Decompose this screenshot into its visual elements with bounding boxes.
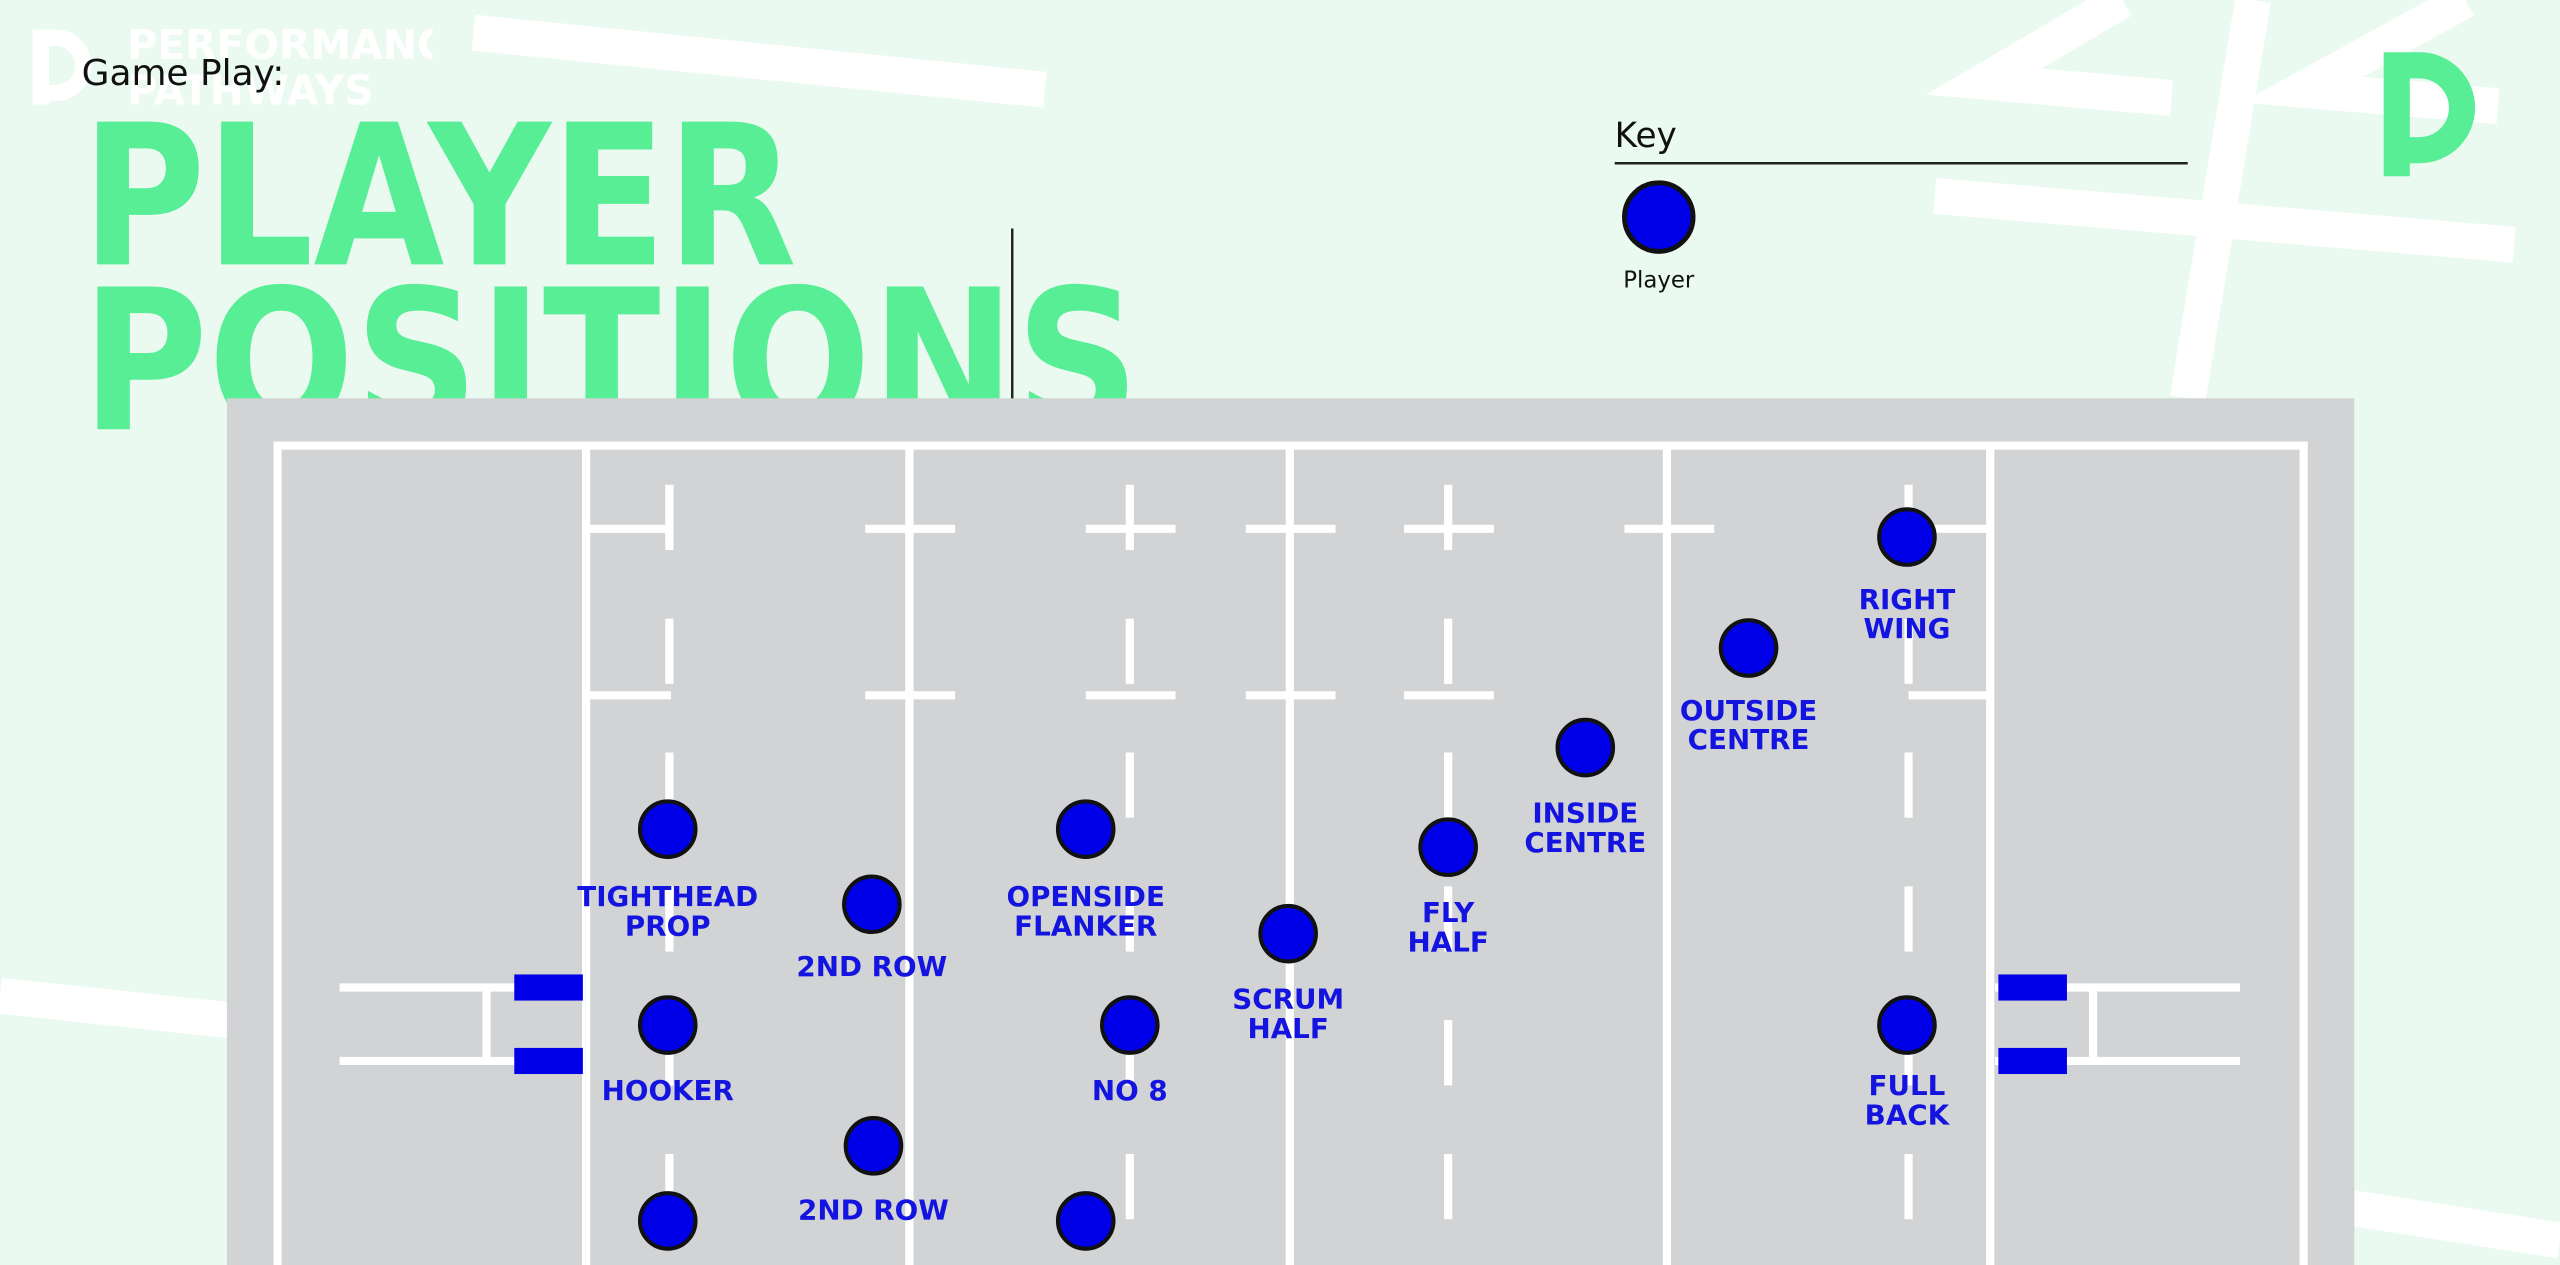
player-label: CENTRE (1524, 826, 1646, 859)
player-marker (1100, 995, 1160, 1055)
player-label: HALF (1247, 1012, 1328, 1045)
player-label: FLANKER (1014, 909, 1157, 942)
pitch (226, 398, 2355, 1265)
player-label: TIGHTHEAD (577, 880, 758, 913)
pitch-lines (273, 441, 2308, 1265)
player-label: 2ND ROW (796, 950, 947, 983)
logo-text: PERFORMANCE (127, 21, 474, 69)
player-marker (1555, 717, 1616, 778)
player-label: WING (1863, 612, 1950, 645)
brand-logo (2383, 52, 2476, 177)
player-marker (1258, 903, 1318, 964)
player-label: 2ND ROW (798, 1193, 949, 1226)
player-marker (1877, 507, 1937, 567)
player-label: FULL (1869, 1069, 1946, 1102)
logo-text: PATHWAYS (127, 66, 373, 114)
player-label: BACK (1865, 1099, 1951, 1132)
player-marker (1877, 995, 1937, 1055)
player-marker (637, 1191, 698, 1251)
player-label: FLY (1422, 896, 1475, 929)
player-marker (637, 799, 698, 859)
player-marker (1055, 1191, 1116, 1251)
player-label: OPENSIDE (1006, 880, 1164, 913)
player-marker (637, 995, 698, 1055)
player-label: CENTRE (1688, 723, 1810, 756)
player-marker (1718, 618, 1779, 678)
logo-icon (32, 29, 92, 105)
key-label: Player (1623, 267, 1695, 293)
player-label: NO 8 (1092, 1074, 1168, 1107)
player-label: SCRUM (1232, 983, 1344, 1016)
player-marker (843, 1116, 904, 1176)
player-label: INSIDE (1532, 797, 1638, 830)
player-label: RIGHT (1859, 583, 1956, 616)
key-heading: Key (1615, 116, 1677, 156)
subtitle: Game Play: (82, 53, 285, 94)
player-marker (1418, 817, 1478, 877)
key-symbol (1622, 180, 1696, 254)
player-label: HOOKER (602, 1074, 734, 1107)
player-marker (842, 874, 902, 935)
post-pads (514, 974, 2067, 1075)
logo: PERFORMANCE PATHWAYS (32, 21, 474, 114)
title: PLAYER (82, 83, 797, 311)
player-label: PROP (625, 909, 711, 942)
player-label: OUTSIDE (1680, 694, 1817, 727)
player-label: HALF (1407, 926, 1488, 959)
player-marker (1055, 799, 1116, 859)
